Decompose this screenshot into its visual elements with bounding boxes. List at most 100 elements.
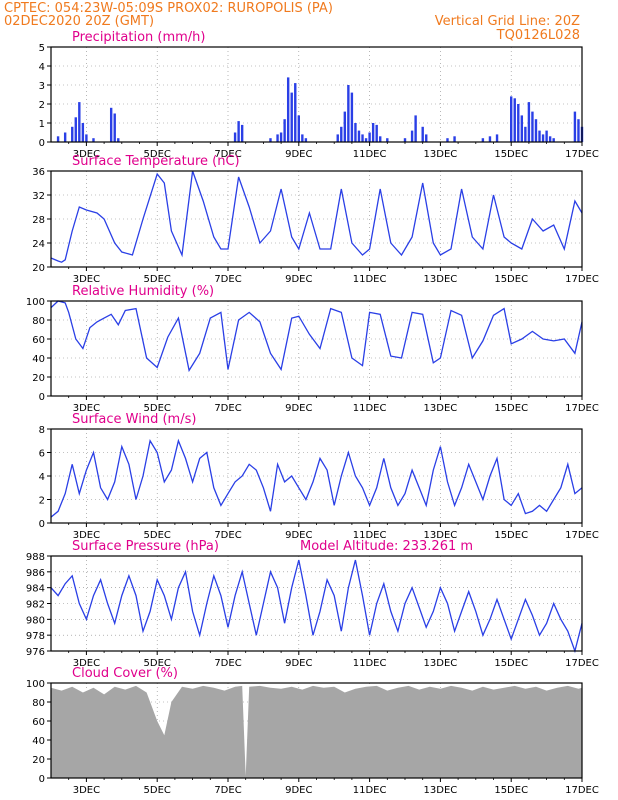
precip-bar xyxy=(85,134,88,142)
precip-bar xyxy=(524,126,527,142)
precip-bar xyxy=(368,132,371,142)
panel-1: 20 24 28 32 36 3DEC 5DEC 7DEC 9DEC 11DEC 13DEC 15DE… xyxy=(32,154,599,285)
x-tick-label: 15DEC xyxy=(494,658,528,669)
x-tick-label: 13DEC xyxy=(424,785,458,796)
x-tick-label: 9DEC xyxy=(285,785,312,796)
precip-bar xyxy=(495,134,499,142)
precip-bar xyxy=(425,134,428,142)
precip-bar xyxy=(371,123,375,142)
x-tick-label: 3DEC xyxy=(73,403,100,414)
model-altitude: Model Altitude: 233.261 m xyxy=(300,539,473,554)
x-tick-label: 13DEC xyxy=(424,403,458,414)
precip-bar xyxy=(386,138,389,142)
precip-bar xyxy=(56,136,60,142)
panel-4: 976 978 980 982 984 986 988 3DEC 5DEC 7DEC 9DEC 11D… xyxy=(26,539,599,669)
cloud-cover-area xyxy=(51,685,582,778)
precip-bar xyxy=(513,98,516,142)
x-tick-label: 9DEC xyxy=(285,658,312,669)
plot-frame xyxy=(50,300,583,397)
precip-bar xyxy=(520,115,524,142)
x-tick-label: 7DEC xyxy=(214,274,241,285)
x-tick-label: 5DEC xyxy=(144,658,171,669)
precip-bar xyxy=(488,136,492,142)
y-tick-label: 100 xyxy=(26,679,45,690)
grid-note: Vertical Grid Line: 20Z xyxy=(434,14,580,29)
plot-frame xyxy=(50,428,583,524)
x-tick-label: 7DEC xyxy=(214,658,241,669)
y-tick-label: 80 xyxy=(32,698,45,709)
x-tick-label: 3DEC xyxy=(73,530,100,541)
x-tick-label: 15DEC xyxy=(494,530,528,541)
chart-header: CPTEC: 054:23W-05:09S PROX02: RUROPOLIS … xyxy=(0,0,618,44)
x-tick-label: 3DEC xyxy=(73,149,100,160)
precip-bar xyxy=(304,138,308,142)
precip-bar xyxy=(364,138,368,142)
precip-bar xyxy=(573,111,577,142)
x-tick-label: 7DEC xyxy=(214,403,241,414)
y-tick-label: 28 xyxy=(32,215,45,226)
precip-bar xyxy=(357,130,361,142)
x-tick-label: 15DEC xyxy=(494,274,528,285)
series-line xyxy=(50,170,583,263)
x-tick-label: 17DEC xyxy=(565,403,599,414)
y-tick-label: 986 xyxy=(26,568,45,579)
x-tick-label: 5DEC xyxy=(144,274,171,285)
precip-bar xyxy=(343,111,347,142)
precip-bar xyxy=(233,132,237,142)
x-tick-label: 13DEC xyxy=(424,274,458,285)
x-tick-label: 5DEC xyxy=(144,530,171,541)
precip-bar xyxy=(534,119,538,142)
y-tick-label: 984 xyxy=(26,584,45,595)
precip-bar xyxy=(340,126,343,142)
x-tick-label: 9DEC xyxy=(285,274,312,285)
precip-bar xyxy=(78,102,81,142)
precip-bar xyxy=(545,130,548,142)
x-tick-label: 9DEC xyxy=(285,149,312,160)
precip-bar xyxy=(403,138,407,142)
precip-bar xyxy=(375,124,378,142)
series-line xyxy=(50,300,583,373)
panel-title: Cloud Cover (%) xyxy=(72,666,178,681)
x-tick-label: 3DEC xyxy=(73,274,100,285)
precip-bar xyxy=(361,134,364,142)
precip-bar xyxy=(301,134,304,142)
x-tick-label: 13DEC xyxy=(424,149,458,160)
y-tick-label: 3 xyxy=(39,81,45,92)
precip-bar xyxy=(286,77,290,142)
x-tick-label: 13DEC xyxy=(424,530,458,541)
x-tick-label: 17DEC xyxy=(565,785,599,796)
series-line xyxy=(50,438,583,518)
precip-bar xyxy=(510,96,513,142)
x-tick-label: 13DEC xyxy=(424,658,458,669)
precip-bar xyxy=(71,126,74,142)
y-tick-label: 20 xyxy=(32,755,45,766)
x-tick-label: 15DEC xyxy=(494,149,528,160)
plot-frame xyxy=(50,46,583,143)
y-tick-label: 4 xyxy=(39,62,45,73)
y-tick-label: 0 xyxy=(39,774,45,785)
panel-title: Surface Wind (m/s) xyxy=(72,412,196,427)
x-tick-label: 3DEC xyxy=(73,785,100,796)
precip-bar xyxy=(347,85,350,142)
y-tick-label: 6 xyxy=(39,449,45,460)
x-tick-label: 9DEC xyxy=(285,403,312,414)
series-line xyxy=(50,559,583,654)
station-info: CPTEC: 054:23W-05:09S PROX02: RUROPOLIS … xyxy=(4,1,333,16)
y-tick-label: 982 xyxy=(26,600,45,611)
y-tick-label: 0 xyxy=(39,519,45,530)
precip-bar xyxy=(240,124,244,142)
precip-bar xyxy=(414,115,417,142)
precip-bar xyxy=(541,134,545,142)
x-tick-label: 17DEC xyxy=(565,149,599,160)
precip-bar xyxy=(531,111,534,142)
x-tick-label: 11DEC xyxy=(353,658,387,669)
precip-bar xyxy=(453,136,456,142)
precip-bar xyxy=(548,136,552,142)
precip-bar xyxy=(481,138,485,142)
x-tick-label: 15DEC xyxy=(494,403,528,414)
y-tick-label: 978 xyxy=(26,631,45,642)
y-tick-label: 5 xyxy=(39,43,45,54)
x-tick-label: 17DEC xyxy=(565,274,599,285)
precip-bar xyxy=(290,92,293,142)
y-tick-label: 0 xyxy=(39,138,45,149)
